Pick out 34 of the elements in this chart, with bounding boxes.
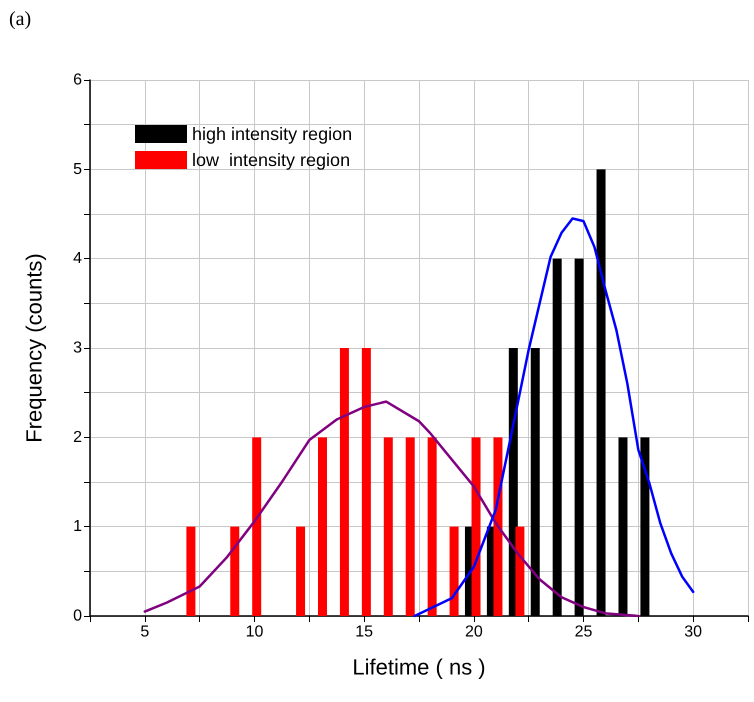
line-series [144,400,640,618]
y-tick-label: 6 [73,72,82,88]
x-tick-label: 10 [246,624,264,640]
y-axis-title: Frequency (counts) [22,253,46,443]
bar [450,526,459,616]
x-axis-title: Lifetime ( ns ) [352,654,486,680]
bar [384,437,393,616]
x-tick-label: 5 [140,624,150,640]
legend-label: high intensity region [192,124,352,144]
y-tick-label: 1 [73,518,82,536]
bar [515,526,524,616]
bar [362,348,371,616]
bar [493,437,502,616]
x-tick-label: 15 [355,624,374,640]
bar [406,437,415,616]
bar [230,526,240,616]
y-tick-label: 2 [73,428,82,446]
bar [318,437,327,616]
y-tick-label: 5 [73,160,82,178]
bar [472,437,481,616]
bar [340,348,349,616]
x-tick-label: 30 [684,624,702,640]
y-tick-label: 0 [73,608,82,624]
legend-label: low intensity region [192,150,350,170]
x-tick-label: 25 [574,624,592,640]
bar [252,437,262,616]
line-series [413,217,694,618]
y-tick-label: 4 [73,250,82,268]
chart-title: (a) [9,8,32,30]
bar [296,526,306,616]
x-tick-label: 20 [464,624,483,640]
bar [186,526,196,616]
y-tick-label: 3 [73,340,82,356]
bar [428,437,437,616]
